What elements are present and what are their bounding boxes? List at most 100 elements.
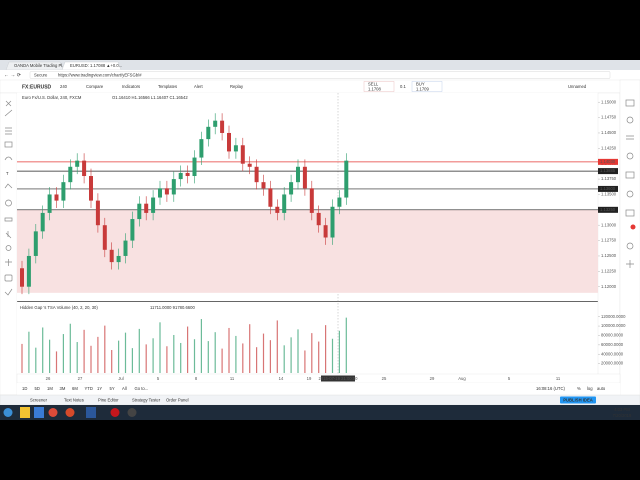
tool-icon[interactable] xyxy=(5,259,12,266)
range-button[interactable]: 5Y xyxy=(110,386,115,391)
candle-body xyxy=(20,268,24,287)
tab-title[interactable]: OANDA Mobile Trading Pl... xyxy=(14,63,66,68)
candle-body xyxy=(206,126,211,140)
tool-icon[interactable] xyxy=(4,141,13,148)
range-button[interactable]: 1M xyxy=(47,386,53,391)
candle-body xyxy=(309,188,314,213)
buy-label[interactable]: BUY xyxy=(416,82,425,87)
url[interactable]: https://www.tradingview.com/chart/yEFSGb… xyxy=(58,72,142,77)
bottom-tab[interactable]: Text Notes xyxy=(64,397,84,402)
toolbar-item[interactable]: Templates xyxy=(158,84,177,89)
volume-bar xyxy=(28,331,30,373)
tool-icon[interactable] xyxy=(5,100,12,107)
volume-bar xyxy=(242,343,244,373)
candle-body xyxy=(75,160,80,167)
candle-body xyxy=(95,200,100,226)
panel-icon[interactable] xyxy=(626,116,634,124)
volume-bar xyxy=(166,346,168,373)
nav-buttons[interactable]: ← → ⟳ xyxy=(4,72,22,78)
toolbar-item[interactable]: Indicators xyxy=(122,84,140,89)
toolbar-item[interactable]: Compare xyxy=(86,84,104,89)
scale-option[interactable]: % xyxy=(577,386,581,391)
panel-icon[interactable] xyxy=(625,209,635,217)
range-button[interactable]: 1D xyxy=(22,386,27,391)
tool-icon[interactable] xyxy=(5,245,12,251)
x-tick-label: 2015-07-19 21:00:00 xyxy=(319,376,359,381)
candle-body xyxy=(123,240,128,256)
volume-tick-label: 100000.0000 xyxy=(601,323,626,328)
publish-label[interactable]: PUBLISH IDEA xyxy=(563,397,593,402)
tool-icon[interactable] xyxy=(4,183,13,189)
tab-title[interactable]: EURUSD: 1.17088 ▲+0.0... xyxy=(70,63,122,68)
tool-icon[interactable] xyxy=(5,127,12,135)
taskbar-app[interactable] xyxy=(86,407,96,418)
bottom-tab[interactable]: Strategy Tester xyxy=(132,397,161,402)
layout-name[interactable]: Unnamed xyxy=(568,84,587,89)
volume-tick-label: 80000.0000 xyxy=(601,333,624,338)
volume-bar xyxy=(304,350,306,373)
scale-option[interactable]: log xyxy=(587,386,593,391)
panel-icon[interactable] xyxy=(626,135,634,140)
candle-body xyxy=(192,157,197,177)
taskbar-app[interactable] xyxy=(34,407,44,418)
bottom-tab[interactable]: Screener xyxy=(30,397,48,402)
volume-bar xyxy=(35,347,37,373)
volume-bar xyxy=(228,327,230,373)
panel-icon[interactable] xyxy=(626,190,634,198)
candle-body xyxy=(220,120,225,133)
spread: 0.1 xyxy=(400,84,406,89)
volume-bar xyxy=(90,345,92,373)
range-button[interactable]: YTD xyxy=(85,386,93,391)
buy-price[interactable]: 1.1709 xyxy=(416,86,429,91)
panel-icon[interactable] xyxy=(626,260,634,268)
taskbar-app[interactable] xyxy=(20,407,30,418)
panel-icon[interactable] xyxy=(625,99,635,107)
range-button[interactable]: 5D xyxy=(35,386,40,391)
tool-icon[interactable] xyxy=(4,217,13,222)
candle-body xyxy=(240,145,245,164)
panel-icon[interactable] xyxy=(625,171,635,179)
range-button[interactable]: 6M xyxy=(72,386,78,391)
sell-price[interactable]: 1.1708 xyxy=(368,86,381,91)
range-button[interactable]: Go to... xyxy=(135,386,149,391)
toolbar-item[interactable]: Replay xyxy=(230,84,244,89)
panel-icon[interactable] xyxy=(626,152,634,160)
address-input[interactable] xyxy=(29,71,611,79)
sell-button[interactable] xyxy=(363,81,395,92)
bottom-tab[interactable]: Order Panel xyxy=(166,397,189,402)
candle-body xyxy=(54,194,59,201)
x-tick-label: 11 xyxy=(230,376,235,381)
volume-bar xyxy=(62,334,64,373)
taskbar-app[interactable] xyxy=(48,408,58,417)
volume-bar xyxy=(97,336,99,373)
publish-button[interactable] xyxy=(560,396,596,404)
start-button[interactable] xyxy=(3,408,13,417)
tool-icon[interactable] xyxy=(4,288,13,296)
panel-icon[interactable] xyxy=(626,242,634,250)
volume-bar xyxy=(69,323,71,373)
interval[interactable]: 240 xyxy=(60,84,68,89)
scale-option[interactable]: auto xyxy=(597,386,606,391)
volume-tick-label: 40000.0000 xyxy=(601,351,624,356)
range-button[interactable]: 3M xyxy=(60,386,66,391)
tool-icon[interactable] xyxy=(4,156,13,161)
symbol[interactable]: FX:EURUSD xyxy=(22,84,52,90)
volume-bar xyxy=(180,342,182,373)
tool-icon[interactable] xyxy=(5,199,12,207)
range-button[interactable]: All xyxy=(122,386,127,391)
tool-icon[interactable] xyxy=(4,274,13,282)
volume-bar xyxy=(42,327,44,373)
sell-label[interactable]: SELL xyxy=(368,82,379,87)
buy-button[interactable] xyxy=(411,81,443,92)
toolbar-item[interactable]: Alert xyxy=(194,84,203,89)
volume-bar xyxy=(193,339,196,373)
taskbar-app[interactable] xyxy=(65,408,75,417)
tool-icon[interactable] xyxy=(5,231,12,239)
tool-icon[interactable]: T xyxy=(6,171,9,176)
taskbar-app[interactable] xyxy=(110,408,120,417)
range-button[interactable]: 1Y xyxy=(97,386,102,391)
volume-tick-label: 60000.0000 xyxy=(601,342,624,347)
tool-icon[interactable] xyxy=(4,109,13,117)
taskbar-app[interactable] xyxy=(127,408,137,417)
bottom-tab[interactable]: Pine Editor xyxy=(98,397,119,402)
